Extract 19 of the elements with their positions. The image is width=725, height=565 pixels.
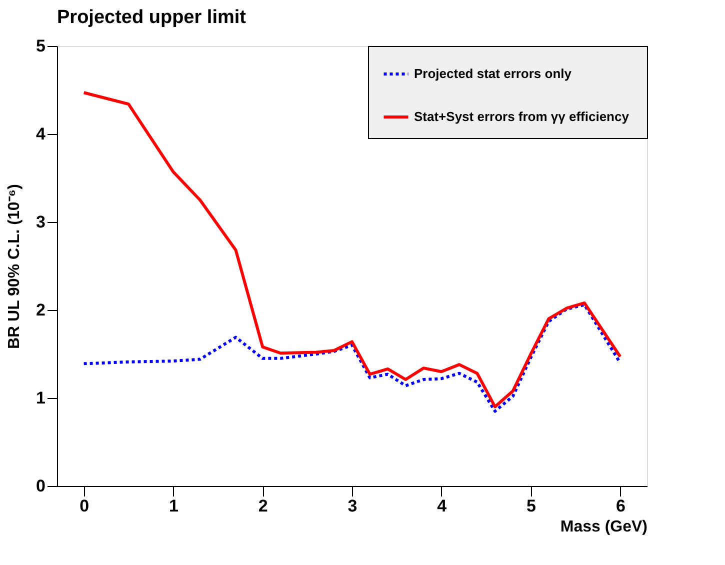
y-axis-title: BR UL 90% C.L. (10⁻⁶): [6, 184, 24, 349]
y-tick-label: 5: [36, 36, 46, 56]
line-series: [82, 303, 622, 413]
y-tick-label: 2: [36, 300, 46, 320]
y-tick-label: 1: [36, 388, 46, 408]
legend-label: Stat+Syst errors from γγ efficiency: [414, 109, 630, 124]
x-tick-label: 1: [168, 496, 178, 516]
x-tick-label: 6: [616, 496, 626, 516]
x-tick-label: 5: [526, 496, 536, 516]
chart-title: Projected upper limit: [57, 7, 247, 28]
x-tick-label: 3: [348, 496, 358, 516]
x-axis-title: Mass (GeV): [560, 518, 648, 536]
x-tick-label: 0: [80, 496, 90, 516]
x-tick-label: 2: [258, 496, 268, 516]
y-tick-label: 3: [36, 212, 46, 232]
legend-label: Projected stat errors only: [414, 66, 572, 81]
y-tick-label: 0: [36, 476, 46, 496]
y-tick-label: 4: [36, 124, 46, 144]
x-tick-label: 4: [437, 496, 448, 516]
